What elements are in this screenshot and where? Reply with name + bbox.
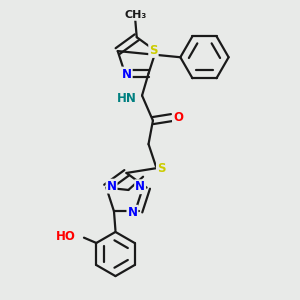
Text: O: O: [173, 111, 183, 124]
Text: N: N: [135, 180, 145, 193]
Text: N: N: [122, 68, 132, 80]
Text: S: S: [157, 162, 165, 175]
Text: N: N: [128, 206, 137, 219]
Text: S: S: [149, 44, 158, 57]
Text: HN: HN: [117, 92, 137, 105]
Text: N: N: [106, 180, 117, 193]
Text: HO: HO: [56, 230, 76, 243]
Text: CH₃: CH₃: [124, 10, 146, 20]
